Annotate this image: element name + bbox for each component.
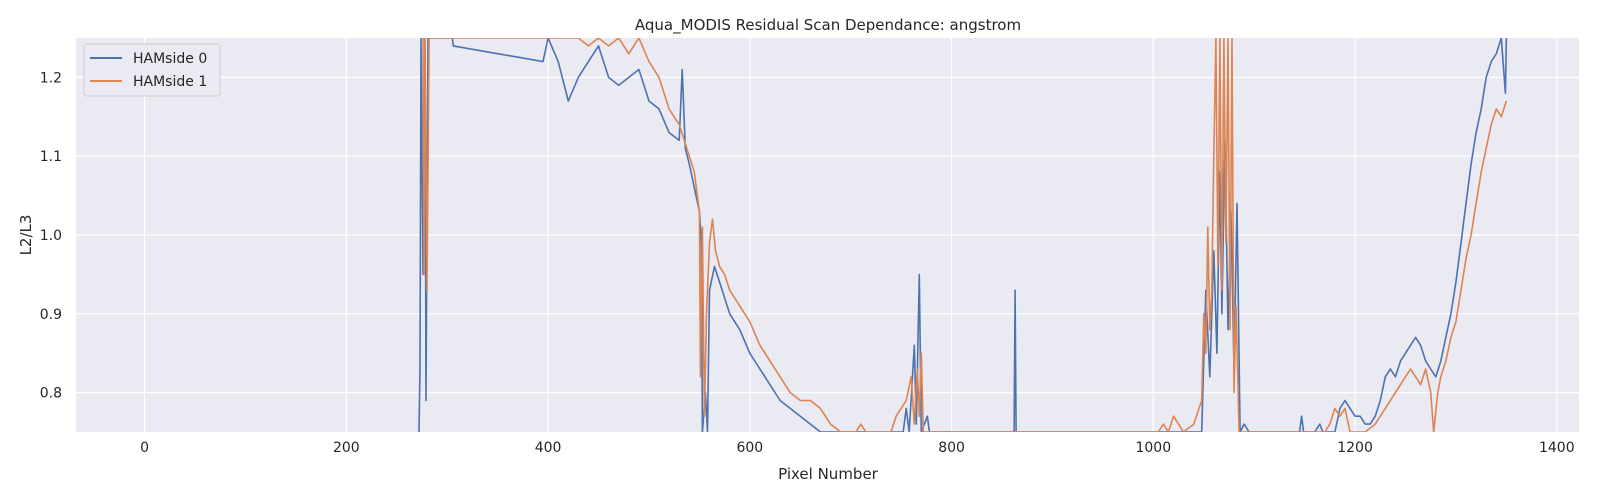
x-tick-label: 1400 xyxy=(1539,440,1575,456)
x-tick-label: 1000 xyxy=(1135,440,1171,456)
y-tick-label: 1.1 xyxy=(40,149,62,165)
y-axis-label: L2/L3 xyxy=(17,215,35,256)
series-layer xyxy=(418,38,1508,432)
grid xyxy=(76,38,1579,432)
x-tick-label: 600 xyxy=(736,440,763,456)
series-line-hamside-0 xyxy=(418,38,1508,432)
legend: HAMside 0 HAMside 1 xyxy=(83,43,221,97)
chart-title: Aqua_MODIS Residual Scan Dependance: ang… xyxy=(635,16,1021,35)
legend-label-hamside-0: HAMside 0 xyxy=(133,51,207,67)
legend-label-hamside-1: HAMside 1 xyxy=(133,74,207,90)
y-tick-label: 0.8 xyxy=(40,386,62,402)
series-line-hamside-1 xyxy=(422,38,1508,432)
x-tick-label: 400 xyxy=(535,440,562,456)
tick-labels: 0 200 400 600 800 1000 1200 1400 0.8 0.9 1.0 1.1 1.2 xyxy=(40,70,1575,456)
x-tick-label: 800 xyxy=(938,440,965,456)
y-tick-label: 1.2 xyxy=(40,70,62,86)
x-tick-label: 0 xyxy=(140,440,149,456)
y-tick-label: 1.0 xyxy=(40,228,62,244)
x-axis-label: Pixel Number xyxy=(778,465,879,483)
x-tick-label: 1200 xyxy=(1337,440,1373,456)
y-tick-label: 0.9 xyxy=(40,307,62,323)
x-tick-label: 200 xyxy=(333,440,360,456)
